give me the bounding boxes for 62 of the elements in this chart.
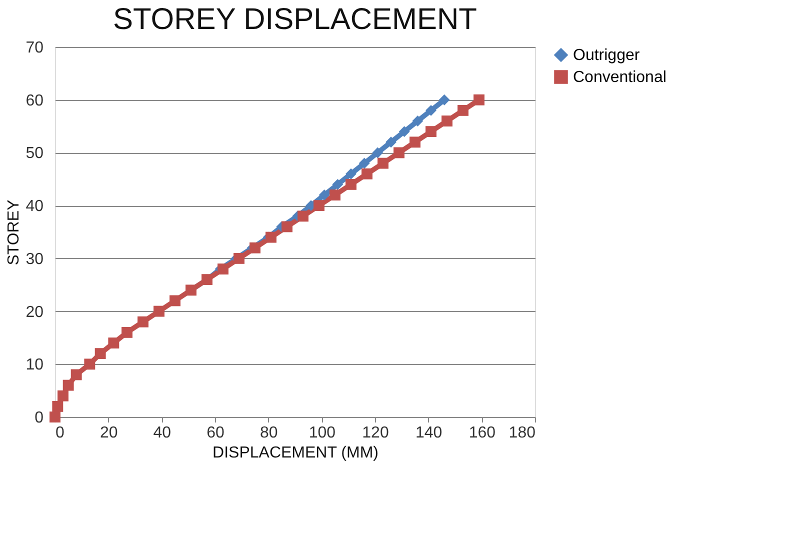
point — [108, 338, 120, 348]
point — [362, 168, 372, 180]
point — [372, 147, 384, 158]
x-tick-label: 60 — [206, 424, 224, 442]
x-axis-title: DISPLACEMENT (MM) — [212, 444, 378, 462]
x-tick-label: 120 — [362, 424, 389, 442]
point — [218, 264, 228, 274]
point — [458, 104, 468, 116]
chart-title: STOREY DISPLACEMENT — [113, 3, 477, 36]
point — [58, 390, 68, 402]
y-tick-label: 50 — [26, 145, 44, 162]
point — [438, 94, 450, 106]
point — [50, 412, 60, 422]
x-tick-label: 160 — [468, 424, 496, 442]
point — [170, 295, 180, 306]
x-tick-label: 140 — [415, 424, 442, 442]
point — [394, 147, 404, 158]
point — [266, 232, 276, 243]
x-tick-label: 100 — [308, 424, 336, 442]
x-tick-label: 180 — [508, 424, 536, 442]
point — [474, 94, 484, 106]
legend-label: Outrigger — [573, 47, 640, 64]
point — [138, 316, 148, 328]
y-tick-label: 30 — [26, 250, 44, 268]
point — [282, 221, 292, 232]
point — [154, 306, 164, 317]
x-tick-label: 0 — [56, 424, 64, 442]
point — [332, 178, 344, 190]
point — [52, 400, 64, 412]
point — [70, 369, 82, 380]
point — [426, 126, 436, 138]
point — [234, 252, 244, 264]
point — [378, 158, 388, 169]
x-tick-label: 80 — [260, 424, 278, 442]
point — [346, 168, 356, 180]
point — [398, 126, 410, 138]
point — [426, 104, 436, 116]
point — [412, 116, 424, 126]
point — [330, 190, 340, 200]
point — [122, 326, 132, 338]
point — [94, 348, 106, 360]
point — [318, 190, 330, 200]
y-tick-label: 10 — [26, 356, 44, 374]
y-tick-label: 20 — [26, 304, 44, 321]
point — [298, 210, 308, 222]
point — [358, 158, 370, 169]
y-axis-title: STOREY — [6, 199, 23, 266]
legend-label: Conventional — [573, 69, 666, 86]
y-tick-label: 0 — [34, 410, 44, 426]
y-tick-label: 60 — [26, 92, 44, 110]
x-tick-label: 40 — [153, 424, 172, 442]
point — [442, 116, 452, 126]
point — [346, 178, 356, 190]
y-tick-label: 70 — [26, 40, 44, 56]
point — [386, 136, 396, 148]
point — [84, 358, 96, 370]
point — [62, 380, 74, 391]
point — [314, 200, 324, 212]
y-tick-label: 40 — [26, 198, 44, 216]
x-tick-label: 20 — [100, 424, 118, 442]
point — [250, 242, 260, 254]
point — [410, 136, 420, 148]
